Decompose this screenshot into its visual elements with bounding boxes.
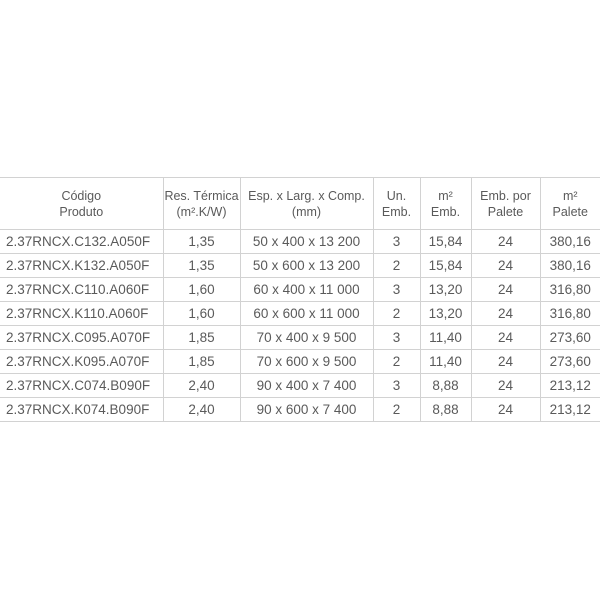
table-cell: 2.37RNCX.K095.A070F: [0, 349, 164, 374]
table-cell: 50 x 600 x 13 200: [239, 253, 374, 278]
column-header: m² Palete: [539, 177, 600, 230]
table-cell: 24: [470, 277, 541, 302]
header-line: Palete: [487, 204, 524, 219]
header-line: Emb. por: [480, 188, 531, 203]
table-cell: 273,60: [539, 325, 600, 350]
header-line: (mm): [291, 204, 322, 219]
table-row: 2.37RNCX.C132.A050F 1,35 50 x 400 x 13 200…: [0, 229, 600, 254]
table-cell: 3: [372, 325, 421, 350]
table-cell: 13,20: [419, 301, 472, 326]
table-cell: 24: [470, 301, 541, 326]
table-cell: 13,20: [419, 277, 472, 302]
table-cell: 2,40: [162, 397, 241, 422]
table-cell: 24: [470, 397, 541, 422]
table-cell: 2.37RNCX.C074.B090F: [0, 373, 164, 398]
table-row: 2.37RNCX.K132.A050F 1,35 50 x 600 x 13 200…: [0, 253, 600, 278]
product-table: Código Produto Res. Térmica (m².K/W) Esp. x …: [0, 177, 600, 422]
table-cell: 1,60: [162, 277, 241, 302]
table-cell: 8,88: [419, 373, 472, 398]
table-cell: 213,12: [539, 397, 600, 422]
table-cell: 213,12: [539, 373, 600, 398]
table-cell: 380,16: [539, 229, 600, 254]
table-cell: 24: [470, 349, 541, 374]
header-line: m²: [438, 188, 453, 203]
table-cell: 50 x 400 x 13 200: [239, 229, 374, 254]
header-row: Código Produto Res. Térmica (m².K/W) Esp. x …: [0, 177, 600, 230]
table-cell: 1,85: [162, 349, 241, 374]
table-cell: 24: [470, 253, 541, 278]
table-row: 2.37RNCX.K095.A070F 1,85 70 x 600 x 9 500 2…: [0, 349, 600, 374]
table-cell: 2: [372, 253, 421, 278]
table-cell: 2,40: [162, 373, 241, 398]
table-cell: 60 x 400 x 11 000: [239, 277, 374, 302]
table-cell: 8,88: [419, 397, 472, 422]
header-line: Emb.: [430, 204, 461, 219]
table-cell: 380,16: [539, 253, 600, 278]
table-cell: 3: [372, 277, 421, 302]
table-cell: 2.37RNCX.C110.A060F: [0, 277, 164, 302]
table-cell: 24: [470, 373, 541, 398]
column-header: Res. Térmica (m².K/W): [162, 177, 241, 230]
table-cell: 3: [372, 373, 421, 398]
table-cell: 2.37RNCX.C132.A050F: [0, 229, 164, 254]
table-row: 2.37RNCX.C110.A060F 1,60 60 x 400 x 11 000…: [0, 277, 600, 302]
table-cell: 316,80: [539, 301, 600, 326]
table-cell: 1,35: [162, 253, 241, 278]
table-cell: 2: [372, 301, 421, 326]
table-row: 2.37RNCX.K074.B090F 2,40 90 x 600 x 7 400 2…: [0, 397, 600, 422]
table-cell: 2.37RNCX.K132.A050F: [0, 253, 164, 278]
table-cell: 3: [372, 229, 421, 254]
table-cell: 60 x 600 x 11 000: [239, 301, 374, 326]
table-cell: 273,60: [539, 349, 600, 374]
header-line: Un.: [386, 188, 407, 203]
table-cell: 1,35: [162, 229, 241, 254]
table-row: 2.37RNCX.C095.A070F 1,85 70 x 400 x 9 500 3…: [0, 325, 600, 350]
table-cell: 90 x 400 x 7 400: [239, 373, 374, 398]
header-line: (m².K/W): [176, 204, 227, 219]
header-line: Palete: [552, 204, 588, 219]
header-line: Res. Térmica: [164, 188, 239, 203]
table-cell: 316,80: [539, 277, 600, 302]
table-cell: 15,84: [419, 253, 472, 278]
column-header: Emb. por Palete: [470, 177, 541, 230]
table-cell: 24: [470, 229, 541, 254]
table-row: 2.37RNCX.C074.B090F 2,40 90 x 400 x 7 400 3…: [0, 373, 600, 398]
table-cell: 2.37RNCX.C095.A070F: [0, 325, 164, 350]
table-cell: 2.37RNCX.K110.A060F: [0, 301, 164, 326]
table-cell: 2.37RNCX.K074.B090F: [0, 397, 164, 422]
column-header: Esp. x Larg. x Comp. (mm): [239, 177, 374, 230]
table-cell: 2: [372, 397, 421, 422]
table-cell: 24: [470, 325, 541, 350]
header-line: Esp. x Larg. x Comp.: [248, 188, 365, 203]
table-cell: 70 x 600 x 9 500: [239, 349, 374, 374]
header-line: Código: [61, 188, 102, 203]
header-line: Emb.: [381, 204, 412, 219]
table-cell: 15,84: [419, 229, 472, 254]
column-header: m² Emb.: [419, 177, 472, 230]
header-line: Produto: [59, 204, 104, 219]
header-line: m²: [562, 188, 578, 203]
table-cell: 90 x 600 x 7 400: [239, 397, 374, 422]
table-cell: 70 x 400 x 9 500: [239, 325, 374, 350]
column-header: Código Produto: [0, 177, 164, 230]
table-cell: 1,85: [162, 325, 241, 350]
table-cell: 2: [372, 349, 421, 374]
table-cell: 11,40: [419, 349, 472, 374]
table-cell: 11,40: [419, 325, 472, 350]
table-row: 2.37RNCX.K110.A060F 1,60 60 x 600 x 11 000…: [0, 301, 600, 326]
column-header: Un. Emb.: [372, 177, 421, 230]
table-cell: 1,60: [162, 301, 241, 326]
